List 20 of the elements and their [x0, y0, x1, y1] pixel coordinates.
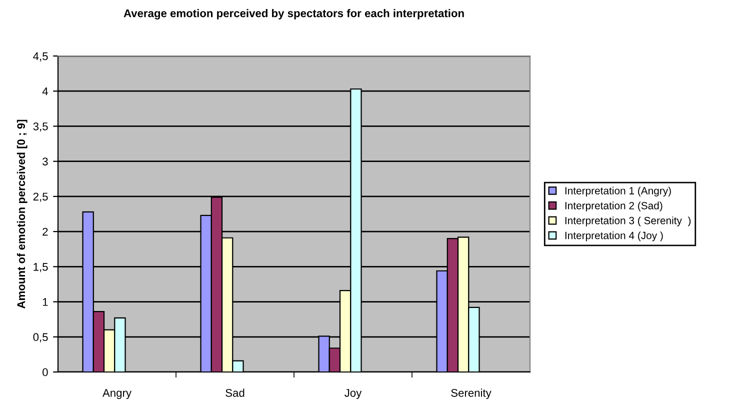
x-tick-label: Serenity: [451, 388, 492, 400]
x-tick-label: Sad: [226, 388, 244, 397]
y-tick-label: 2: [42, 228, 48, 236]
y-tick-label: 1: [42, 298, 48, 306]
legend-label: Interpretation 4 (Joy ): [565, 232, 663, 242]
legend-label: Interpretation 2 (Sad): [565, 202, 662, 212]
y-tick-label: 0,5: [33, 333, 48, 342]
y-tick-label: 4,5: [33, 52, 48, 62]
x-tick-label: Joy: [344, 389, 362, 400]
chart-title: Average emotion perceived by spectators for each interpretation: [124, 9, 464, 20]
y-tick-label: 2,5: [33, 192, 48, 202]
y-tick-label: 3,5: [33, 122, 48, 132]
legend-label: Interpretation 1 (Angry): [565, 186, 671, 196]
x-tick-label: Angry: [102, 389, 132, 400]
legend-label: Interpretation 3 ( Serenity ): [565, 216, 691, 226]
y-tick-label: 1,5: [34, 263, 48, 272]
y-axis-title: Amount of emotion perceived [0 ; 9]: [16, 120, 28, 308]
y-tick-label: 0: [42, 368, 48, 376]
y-tick-label: 3: [42, 158, 48, 166]
y-tick-label: 4: [42, 87, 48, 96]
